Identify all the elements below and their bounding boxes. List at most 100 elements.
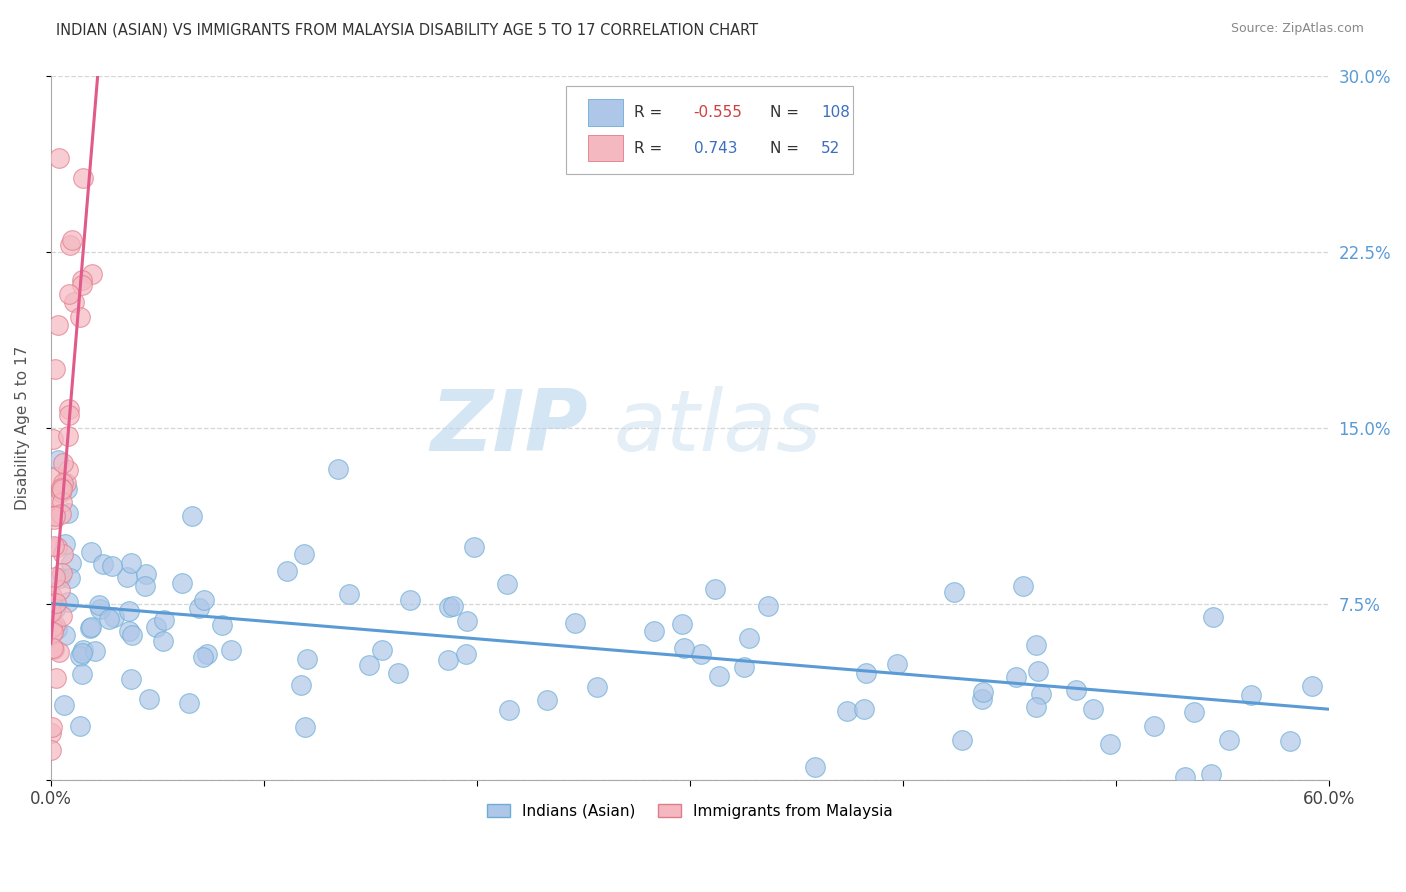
Point — [292, 547, 315, 561]
Point — [39, 742, 62, 756]
Point — [41, 589, 63, 603]
Text: INDIAN (ASIAN) VS IMMIGRANTS FROM MALAYSIA DISABILITY AGE 5 TO 17 CORRELATION CH: INDIAN (ASIAN) VS IMMIGRANTS FROM MALAYS… — [56, 22, 758, 37]
Point — [170, 576, 193, 591]
Point — [1173, 770, 1195, 784]
Point — [1012, 579, 1035, 593]
FancyBboxPatch shape — [588, 135, 623, 161]
Text: R =: R = — [634, 141, 662, 155]
Point — [972, 691, 994, 706]
Point — [1182, 705, 1205, 719]
Point — [79, 621, 101, 635]
Point — [45, 671, 67, 685]
Point — [69, 719, 91, 733]
Point — [564, 615, 586, 630]
Point — [1005, 670, 1028, 684]
Point — [359, 658, 381, 673]
Point — [297, 652, 319, 666]
Point — [290, 678, 312, 692]
Point — [437, 653, 460, 667]
Text: R =: R = — [634, 105, 662, 120]
Point — [83, 644, 105, 658]
Point — [44, 512, 66, 526]
Point — [135, 567, 157, 582]
Point — [180, 508, 202, 523]
Point — [193, 593, 215, 607]
Text: Source: ZipAtlas.com: Source: ZipAtlas.com — [1230, 22, 1364, 36]
Point — [91, 557, 114, 571]
Point — [41, 620, 63, 634]
Point — [1025, 638, 1047, 652]
Point — [69, 310, 91, 324]
Point — [756, 599, 779, 614]
Point — [191, 649, 214, 664]
Point — [44, 508, 66, 522]
Point — [70, 646, 93, 660]
Point — [46, 540, 69, 554]
Point — [60, 556, 83, 570]
Point — [45, 596, 67, 610]
Point — [51, 494, 73, 508]
Point — [51, 482, 73, 496]
Point — [53, 627, 76, 641]
Point — [45, 598, 67, 612]
Point — [70, 277, 93, 292]
Point — [1025, 700, 1047, 714]
Point — [153, 613, 176, 627]
Point — [387, 666, 409, 681]
Point — [738, 631, 761, 645]
Y-axis label: Disability Age 5 to 17: Disability Age 5 to 17 — [15, 345, 30, 509]
Point — [437, 600, 460, 615]
Point — [51, 566, 73, 580]
Point — [1278, 734, 1301, 748]
Point — [456, 614, 478, 628]
Point — [117, 604, 139, 618]
Point — [886, 657, 908, 671]
Point — [1240, 688, 1263, 702]
Point — [370, 643, 392, 657]
Point — [46, 453, 69, 467]
Point — [89, 602, 111, 616]
Point — [187, 601, 209, 615]
Point — [70, 273, 93, 287]
Point — [58, 463, 80, 477]
Point — [326, 462, 349, 476]
Point — [51, 609, 73, 624]
Point — [82, 267, 104, 281]
Point — [59, 237, 82, 252]
Point — [441, 599, 464, 613]
Point — [44, 569, 66, 583]
Point — [398, 593, 420, 607]
Point — [60, 233, 83, 247]
Point — [1143, 719, 1166, 733]
Point — [41, 605, 63, 619]
Point — [56, 506, 79, 520]
Point — [49, 507, 72, 521]
Point — [117, 570, 139, 584]
Point — [1202, 610, 1225, 624]
Point — [733, 660, 755, 674]
Point — [48, 645, 70, 659]
Point — [456, 648, 478, 662]
Point — [46, 318, 69, 332]
Point — [219, 642, 242, 657]
Point — [138, 692, 160, 706]
Point — [39, 594, 62, 608]
Text: 52: 52 — [821, 141, 841, 155]
Text: ZIP: ZIP — [430, 386, 588, 469]
Point — [44, 362, 66, 376]
Point — [672, 640, 695, 655]
Point — [586, 680, 609, 694]
Point — [707, 669, 730, 683]
Point — [52, 476, 75, 491]
Point — [49, 583, 72, 598]
FancyBboxPatch shape — [588, 100, 623, 126]
Text: N =: N = — [770, 141, 799, 155]
Point — [943, 585, 966, 599]
Point — [120, 556, 142, 570]
Point — [689, 647, 711, 661]
Point — [41, 720, 63, 734]
Point — [704, 582, 727, 596]
Point — [837, 705, 859, 719]
Text: atlas: atlas — [613, 386, 821, 469]
Point — [97, 612, 120, 626]
